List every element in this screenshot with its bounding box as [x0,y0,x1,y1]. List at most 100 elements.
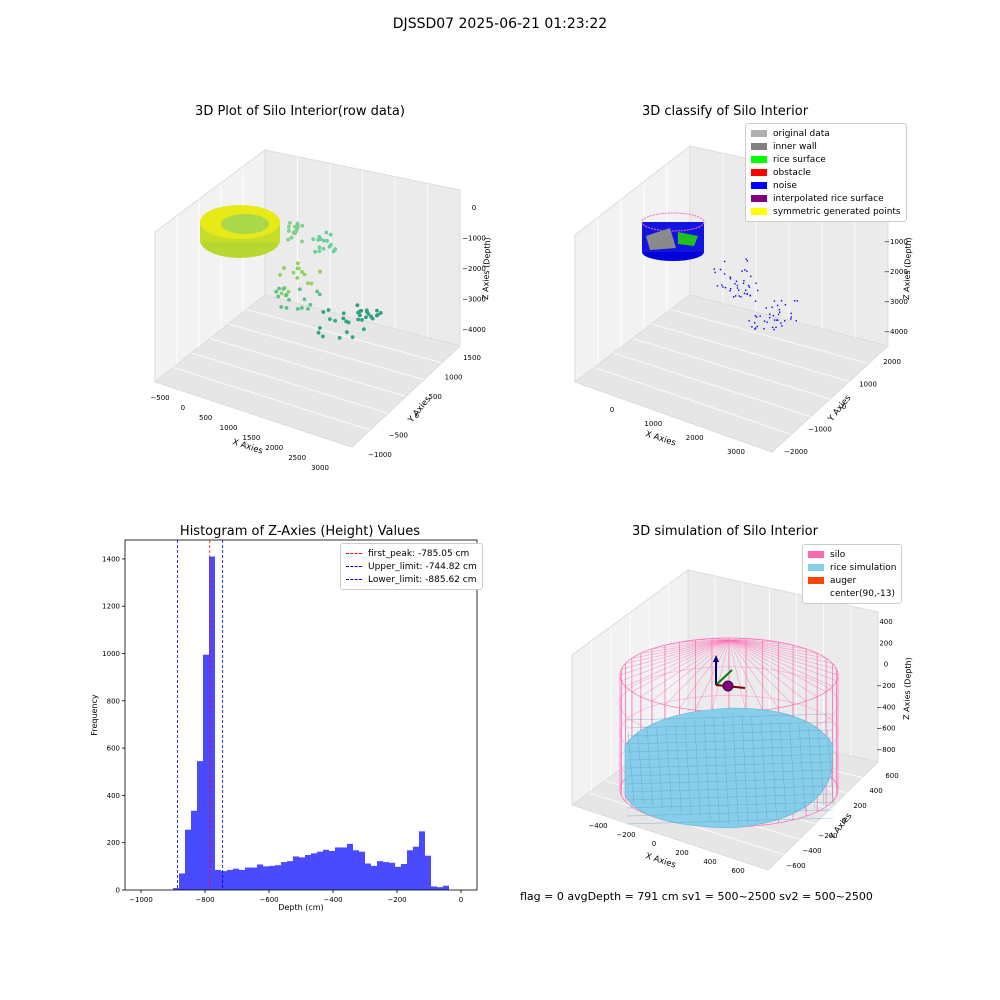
rice-mesh-line [656,726,663,809]
plot2-noise-point [741,270,743,272]
legend-item: first_peak: -785.05 cm [346,547,477,560]
plot4-z-tick: −400 [876,703,895,711]
plot2-noise-point [754,328,756,330]
plot2-noise-point [771,306,773,309]
histogram-bar [305,855,311,890]
histogram-x-tick-label: −1000 [129,896,153,904]
rice-mesh-line [626,809,834,817]
grid-line [209,338,407,397]
plot4-x-tick: −400 [588,822,607,830]
plot1-point [308,302,313,307]
plot4-auger-axis-z-head [713,655,719,662]
histogram-y-tick-label: 0 [116,887,120,895]
plot2-noise-point [729,288,732,290]
plot2-noise-point [773,319,776,321]
plot2-noise-point [732,296,735,298]
rice-mesh-line [627,731,635,802]
plot2-noise-point [769,313,771,316]
plot1-point [364,308,369,313]
plot4-x-tick: 0 [652,840,656,848]
plot2-noise-point [763,327,765,330]
plot1-z-tick: −3000 [462,296,486,304]
histogram-title: Histogram of Z-Axies (Height) Values [179,524,421,539]
plot1-point [279,291,284,296]
legend-swatch [751,169,767,176]
plot2-noise-point [746,270,748,272]
histogram-bar [317,851,323,890]
rice-mesh-line [626,745,834,753]
plot4-x-tick: −200 [616,831,635,839]
plot2-noise-point [743,292,746,295]
plot1-point [284,306,289,310]
plot1-point [360,317,364,322]
plot1-title: 3D Plot of Silo Interior(row data) [195,104,405,119]
plot1-z-tick: 0 [472,204,476,212]
histogram-axes-frame [124,539,478,891]
plot2-rice-surface [678,232,698,246]
plot1-point [296,266,301,271]
silo-roof-line [664,639,730,646]
plot2-z-label: Z Axies (Depth) [902,237,913,300]
plot1-point [295,307,300,311]
plot1-point [286,224,291,229]
plot2-noise-point [748,320,750,322]
plot2-noise-point [790,318,792,320]
histogram-bar [281,862,287,890]
plot4-y-tick: −200 [818,832,837,840]
histogram-x-tick-label: −600 [259,896,278,904]
plot1-point [291,231,296,235]
silo-roof-line [728,639,827,693]
legend-label: first_peak: -785.05 cm [368,548,470,559]
histogram-x-tick-label: −200 [387,896,406,904]
rice-mesh-line [741,715,749,824]
silo-roof-line [728,639,827,659]
plot1-point [306,281,310,286]
legend-swatch [751,130,767,137]
legend-label: silo [830,549,846,560]
plot2-noise-point [734,283,736,285]
plot1-y-tick: 0 [415,412,419,420]
plot1-point [317,249,322,254]
plot1-point [337,336,342,340]
plot1-point [321,334,325,339]
plot2-noise-point [793,299,796,302]
silo-roof-line [728,639,833,664]
plot4-z-tick: −800 [876,746,895,754]
plot2-noise-point [775,319,778,321]
plot1-point [325,238,329,243]
legend-swatch [808,551,824,558]
plot2-noise-point [714,271,716,274]
plot4-z-tick: 0 [884,661,888,669]
plot2-x-tick: 2000 [686,434,704,442]
histogram-bar [197,761,203,890]
histogram-bar [341,847,347,890]
histogram-bar [179,873,185,890]
plot2-noise-point [745,258,747,260]
plot1-point [357,313,362,318]
plot1-point [300,239,304,244]
plot2-noise-point [737,289,740,291]
plot1-point [297,287,302,292]
plot1-point [278,272,282,277]
rice-mesh-line [827,729,834,805]
plot2-noise-point [744,269,746,271]
plot1-points [274,221,383,340]
rice-mesh-line [626,785,834,793]
plot2-x-tick: 0 [610,406,614,414]
rice-mesh-line [626,793,834,801]
plot4-legend: silo rice simulation auger center(90,-13) [802,544,903,604]
grid-line [632,338,831,400]
histogram-bar [437,887,443,890]
rice-mesh-line [789,723,796,813]
rice-mesh-line [779,721,787,816]
histogram-bar [257,864,263,890]
histogram-bar [209,556,215,890]
plot1-raw-scatter: −500 0 500 1000 1500 2000 2500 3000 1500 1000 500… [150,149,492,472]
plot1-point [321,246,326,251]
histogram-bar [173,888,179,890]
rice-mesh-line [626,817,834,825]
plot2-noise-point [754,315,757,317]
plot1-point [321,238,326,243]
grid-line [191,352,389,414]
plot2-noise-point [738,295,740,297]
